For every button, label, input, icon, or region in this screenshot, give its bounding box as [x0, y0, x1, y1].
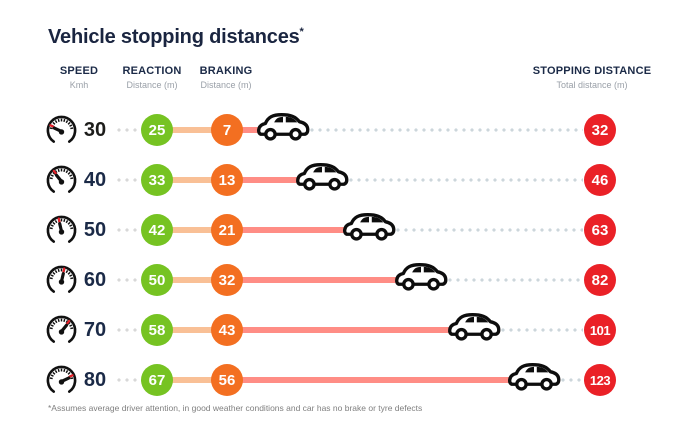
page-title: Vehicle stopping distances* [48, 26, 304, 49]
car-icon [447, 313, 501, 341]
dotted-leader-to-total-icon [559, 378, 583, 382]
braking-connector [227, 227, 375, 233]
dotted-leader-to-total-icon [308, 128, 583, 132]
car-icon [395, 263, 448, 291]
dotted-leader-icon [115, 228, 141, 232]
stopping-distance-badge: 101 [584, 314, 616, 346]
car-icon [342, 213, 396, 241]
reaction-distance-badge: 33 [141, 164, 173, 196]
speedometer-icon [46, 165, 77, 193]
speedometer-icon [46, 115, 77, 143]
reaction-connector [157, 177, 227, 183]
braking-header-label: BRAKING [199, 65, 253, 77]
column-header-braking: BRAKING Distance (m) [200, 65, 253, 90]
row-50kmh: 50 42 21 63 [0, 205, 680, 255]
speedometer-icon [46, 215, 77, 243]
reaction-distance-badge: 67 [141, 364, 173, 396]
column-header-reaction: REACTION Distance (m) [122, 65, 181, 90]
reaction-connector [157, 227, 227, 233]
reaction-connector [157, 277, 227, 283]
dotted-leader-icon [115, 128, 141, 132]
stopping-distance-badge: 82 [584, 264, 616, 296]
dotted-leader-icon [115, 378, 141, 382]
braking-header-sub: Distance (m) [200, 80, 252, 90]
braking-connector [227, 277, 428, 283]
reaction-distance-badge: 25 [141, 114, 173, 146]
speedometer-icon [46, 265, 77, 293]
speed-header-sub: Kmh [69, 80, 89, 90]
braking-distance-badge: 21 [211, 214, 243, 246]
speed-value: 70 [83, 318, 107, 341]
car-icon [257, 113, 310, 141]
braking-distance-badge: 13 [211, 164, 243, 196]
dotted-leader-icon [115, 278, 141, 282]
speedometer-icon [46, 315, 77, 343]
reaction-distance-badge: 58 [141, 314, 173, 346]
chart-rows: 30 25 7 32 40 33 13 46 50 [0, 105, 680, 405]
reaction-distance-badge: 42 [141, 214, 173, 246]
stopping-distance-badge: 32 [584, 114, 616, 146]
row-30kmh: 30 25 7 32 [0, 105, 680, 155]
car-icon [508, 363, 561, 391]
title-asterisk: * [299, 26, 304, 38]
dotted-leader-icon [115, 328, 141, 332]
speed-value: 80 [83, 368, 107, 391]
speed-value: 30 [83, 118, 107, 141]
stopping-header-label: STOPPING DISTANCE [532, 65, 652, 77]
footnote: *Assumes average driver attention, in go… [48, 403, 423, 413]
dotted-leader-to-total-icon [446, 278, 583, 282]
braking-distance-badge: 7 [211, 114, 243, 146]
reaction-connector [157, 377, 227, 383]
column-header-stopping-distance: STOPPING DISTANCE Total distance (m) [533, 65, 652, 90]
reaction-distance-badge: 50 [141, 264, 173, 296]
dotted-leader-icon [115, 178, 141, 182]
title-text: Vehicle stopping distances [48, 26, 300, 48]
row-80kmh: 80 67 56 123 [0, 355, 680, 405]
speed-value: 60 [83, 268, 107, 291]
braking-distance-badge: 43 [211, 314, 243, 346]
row-70kmh: 70 58 43 101 [0, 305, 680, 355]
braking-distance-badge: 56 [211, 364, 243, 396]
stopping-distance-badge: 63 [584, 214, 616, 246]
car-icon [295, 163, 349, 191]
speed-value: 50 [83, 218, 107, 241]
reaction-connector [157, 327, 227, 333]
braking-connector [227, 327, 480, 333]
column-header-speed: SPEED Kmh [60, 65, 98, 90]
row-60kmh: 60 50 32 82 [0, 255, 680, 305]
row-40kmh: 40 33 13 46 [0, 155, 680, 205]
braking-distance-badge: 32 [211, 264, 243, 296]
braking-connector [227, 377, 541, 383]
stopping-header-sub: Total distance (m) [556, 80, 628, 90]
stopping-distance-badge: 123 [584, 364, 616, 396]
dotted-leader-to-total-icon [498, 328, 583, 332]
dotted-leader-to-total-icon [346, 178, 583, 182]
speed-header-label: SPEED [59, 65, 99, 77]
reaction-header-label: REACTION [122, 65, 182, 77]
reaction-header-sub: Distance (m) [126, 80, 178, 90]
speed-value: 40 [83, 168, 107, 191]
braking-connector [227, 177, 328, 183]
dotted-leader-to-total-icon [393, 228, 583, 232]
stopping-distance-badge: 46 [584, 164, 616, 196]
reaction-connector [157, 127, 227, 133]
speedometer-icon [46, 365, 77, 393]
